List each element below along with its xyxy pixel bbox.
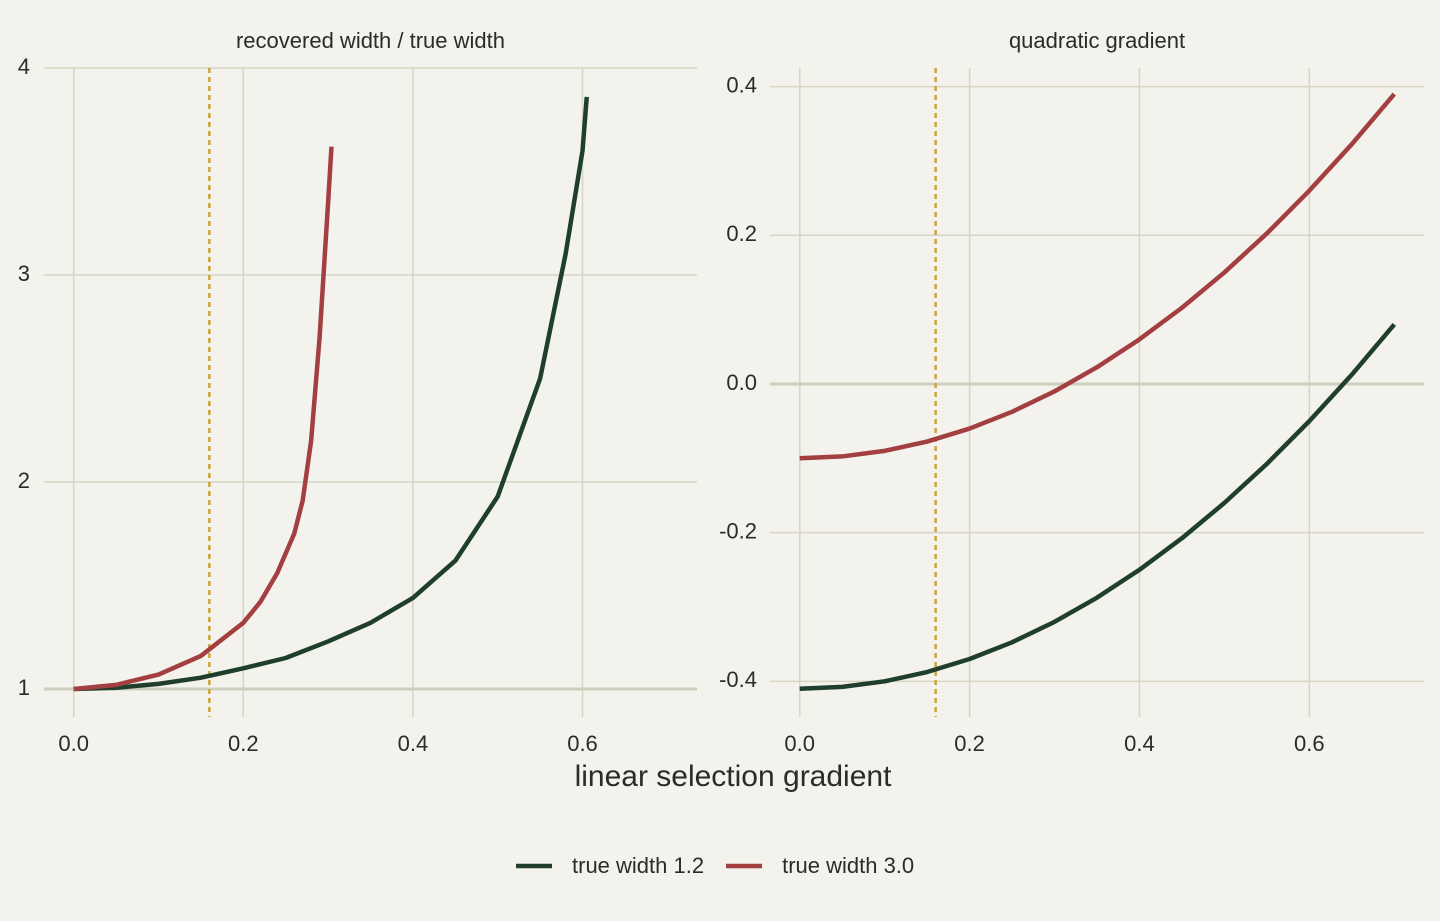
x-tick-label: 0.6 xyxy=(1294,731,1325,756)
line-series xyxy=(73,96,589,692)
y-tick-label: 2 xyxy=(18,468,30,493)
y-tick-label: 4 xyxy=(18,54,30,79)
y-tick-label: 0.2 xyxy=(726,221,757,246)
y-tick-label: 3 xyxy=(18,261,30,286)
x-tick-label: 0.6 xyxy=(567,731,598,756)
line-series xyxy=(799,323,1396,691)
y-tick-label: 1 xyxy=(18,675,30,700)
y-tick-label: -0.2 xyxy=(719,518,757,543)
panel-title: quadratic gradient xyxy=(1009,28,1185,53)
panel-title: recovered width / true width xyxy=(236,28,505,53)
x-tick-label: 0.4 xyxy=(1124,731,1155,756)
x-tick-label: 0.4 xyxy=(398,731,429,756)
x-axis-label: linear selection gradient xyxy=(575,760,893,793)
y-tick-label: 0.0 xyxy=(726,370,757,395)
legend-label: true width 3.0 xyxy=(782,853,914,878)
x-tick-label: 0.2 xyxy=(954,731,985,756)
x-tick-label: 0.2 xyxy=(228,731,259,756)
x-tick-label: 0.0 xyxy=(58,731,89,756)
line-series xyxy=(799,92,1396,461)
y-tick-label: 0.4 xyxy=(726,72,757,97)
line-series xyxy=(73,146,334,692)
legend-label: true width 1.2 xyxy=(572,853,704,878)
x-tick-label: 0.0 xyxy=(784,731,815,756)
y-tick-label: -0.4 xyxy=(719,667,757,692)
